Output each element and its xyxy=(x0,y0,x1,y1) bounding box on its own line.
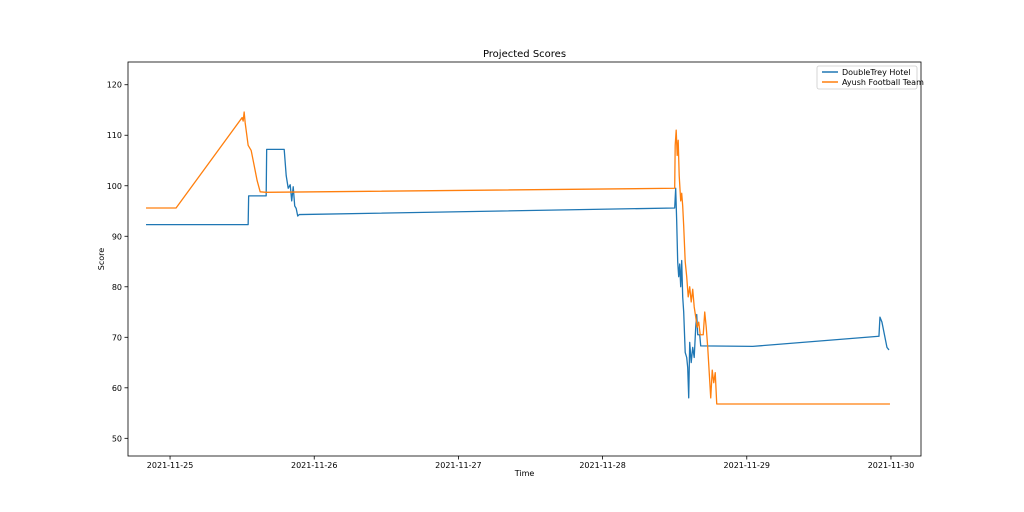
x-tick-label: 2021-11-25 xyxy=(147,461,194,470)
x-tick-label: 2021-11-27 xyxy=(435,461,482,470)
x-tick-label: 2021-11-26 xyxy=(291,461,338,470)
x-tick-label: 2021-11-30 xyxy=(868,461,915,470)
x-axis-title: Time xyxy=(514,469,535,478)
y-tick-label: 70 xyxy=(112,333,122,342)
legend-box xyxy=(816,65,918,90)
legend-label-ayush-football-team: Ayush Football Team xyxy=(842,78,924,87)
y-axis: 50 60 70 80 90 100 110 120 xyxy=(107,81,128,443)
x-tick-label: 2021-11-29 xyxy=(724,461,771,470)
y-tick-label: 100 xyxy=(107,182,122,191)
plot-area-background xyxy=(128,62,921,456)
y-tick-label: 110 xyxy=(107,131,122,140)
series-line-doubletrey-hotel xyxy=(146,148,890,399)
legend: DoubleTrey Hotel Ayush Football Team xyxy=(816,65,924,90)
chart-title: Projected Scores xyxy=(483,49,566,60)
y-axis-title: Score xyxy=(97,248,106,270)
series-layer xyxy=(146,111,890,405)
plot-frame xyxy=(127,61,922,457)
y-tick-label: 60 xyxy=(112,384,122,393)
y-tick-label: 50 xyxy=(112,434,122,443)
y-tick-label: 120 xyxy=(107,81,122,90)
y-tick-label: 80 xyxy=(112,283,122,292)
x-axis: 2021-11-25 2021-11-26 2021-11-27 2021-11-28… xyxy=(147,456,914,470)
y-tick-label: 90 xyxy=(112,232,122,241)
legend-label-doubletrey-hotel: DoubleTrey Hotel xyxy=(842,68,911,77)
series-line-ayush-football-team xyxy=(146,111,890,405)
x-tick-label: 2021-11-28 xyxy=(579,461,626,470)
